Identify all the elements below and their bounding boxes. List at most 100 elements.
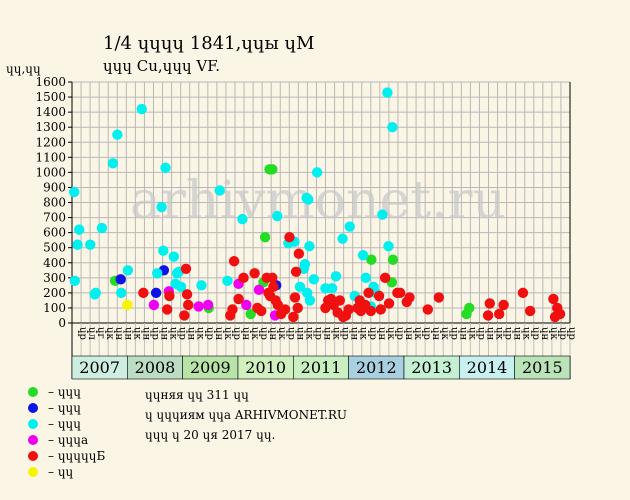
data-point-red — [343, 304, 354, 315]
year-label: 2007 — [79, 358, 120, 377]
month-label: ɥк — [331, 327, 342, 340]
data-point-green — [259, 231, 271, 243]
data-point-cyan — [214, 185, 225, 196]
data-point-red — [228, 256, 240, 267]
data-point-cyan — [337, 233, 348, 244]
month-label: ɥр — [448, 327, 459, 340]
data-point-cyan — [112, 129, 123, 140]
data-point-cyan — [136, 103, 147, 115]
footer-notes: ɥɥняя ɥɥ 311 ɥɥ ɥ ɥɥɥиям ɥɥa ARHIVMONET.… — [145, 385, 347, 445]
legend-item-blue: – ɥɥɥ — [28, 400, 105, 416]
data-point-red — [288, 311, 299, 323]
data-point-red — [375, 304, 386, 315]
data-point-red — [290, 266, 302, 277]
data-point-red — [404, 292, 415, 303]
legend-item-yellow: – ɥɥ — [28, 464, 105, 480]
data-point-cyan — [96, 222, 108, 234]
year-band — [514, 355, 571, 380]
data-point-red — [554, 308, 566, 320]
data-point-cyan — [69, 275, 80, 287]
y-tick-label: 1500 — [35, 90, 66, 104]
data-point-red — [524, 305, 536, 317]
data-point-red — [181, 289, 193, 300]
data-point-cyan — [326, 283, 338, 294]
legend-dot-cyan — [28, 419, 38, 429]
chart-subtitle: ɥɥɥ Cu,ɥɥɥ VF. — [103, 57, 221, 75]
data-point-red — [493, 308, 505, 320]
data-point-red — [292, 302, 303, 314]
data-point-red — [289, 292, 301, 303]
data-point-cyan — [175, 281, 187, 293]
legend-label: – ɥɥ — [48, 465, 74, 479]
data-point-red — [373, 290, 385, 302]
data-point-red — [267, 272, 278, 284]
legend-dot-magenta — [28, 435, 38, 445]
month-label: ɥк — [385, 327, 396, 340]
month-label: ɥк — [439, 327, 450, 340]
data-point-cyan — [308, 274, 320, 285]
month-label: ɥк — [276, 327, 287, 340]
y-tick-label: 200 — [43, 286, 66, 300]
month-label: ɥк — [466, 327, 477, 340]
month-label: ɥн — [113, 327, 124, 340]
footer-line-2: ɥ ɥɥɥиям ɥɥa ARHIVMONET.RU — [145, 408, 348, 422]
data-point-cyan — [69, 186, 80, 198]
data-point-red — [256, 305, 267, 317]
y-tick-label: 0 — [58, 316, 66, 330]
month-label: ɥн — [430, 327, 441, 340]
month-label: ɥн — [159, 327, 170, 340]
data-point-red — [238, 272, 249, 284]
data-point-cyan — [344, 221, 355, 232]
month-label: ɥр — [557, 327, 568, 340]
data-point-cyan — [330, 271, 342, 282]
footer-line-3: ɥɥɥ ɥ 20 ɥя 2017 ɥɥ. — [145, 428, 276, 442]
data-point-red — [164, 290, 175, 302]
legend-label: – ɥɥɥ — [48, 417, 81, 431]
month-label: ɥр — [530, 327, 541, 340]
year-label: 2011 — [301, 358, 342, 377]
month-label: ɥн — [403, 327, 414, 340]
month-label: ɥн — [186, 327, 197, 340]
data-point-red — [548, 293, 559, 305]
data-point-cyan — [299, 259, 311, 270]
data-point-cyan — [222, 275, 233, 287]
year-label: 2012 — [356, 358, 397, 377]
month-label: ɥр — [312, 327, 323, 340]
y-tick-label: 600 — [43, 226, 66, 240]
data-point-cyan — [122, 265, 134, 276]
legend-item-green: – ɥɥɥ — [28, 384, 105, 400]
y-tick-label: 400 — [43, 256, 66, 270]
data-point-red — [498, 299, 509, 311]
month-label: ɥр — [77, 327, 88, 340]
data-point-cyan — [237, 213, 248, 225]
month-label: ɥн — [376, 327, 387, 340]
month-label: ɥк — [548, 327, 559, 340]
data-point-cyan — [304, 240, 315, 252]
legend-label: – ɥɥɥa — [48, 433, 89, 447]
data-point-red — [183, 299, 194, 311]
data-point-cyan — [304, 295, 316, 306]
data-point-red — [433, 292, 445, 303]
data-point-red — [484, 298, 495, 309]
data-point-magenta — [148, 299, 160, 311]
data-point-red — [365, 305, 376, 317]
legend-item-red: – ɥɥɥɥɥБ — [28, 448, 105, 464]
data-point-green — [387, 254, 399, 265]
month-label: ɥр — [285, 327, 296, 340]
data-point-red — [379, 272, 391, 284]
y-tick-label: 1200 — [35, 135, 66, 149]
month-label: ɥк — [412, 327, 423, 340]
data-point-yellow — [122, 299, 133, 311]
data-point-cyan — [160, 162, 171, 174]
data-point-red — [363, 287, 374, 299]
data-point-green — [267, 164, 278, 175]
data-point-cyan — [387, 121, 398, 133]
y-tick-label: 100 — [43, 301, 66, 315]
month-label: ɥр — [503, 327, 514, 340]
data-point-cyan — [272, 210, 283, 222]
data-point-red — [279, 304, 291, 315]
data-point-red — [284, 231, 295, 243]
month-label: ɥр — [177, 327, 188, 340]
month-label: ɥн — [512, 327, 523, 340]
